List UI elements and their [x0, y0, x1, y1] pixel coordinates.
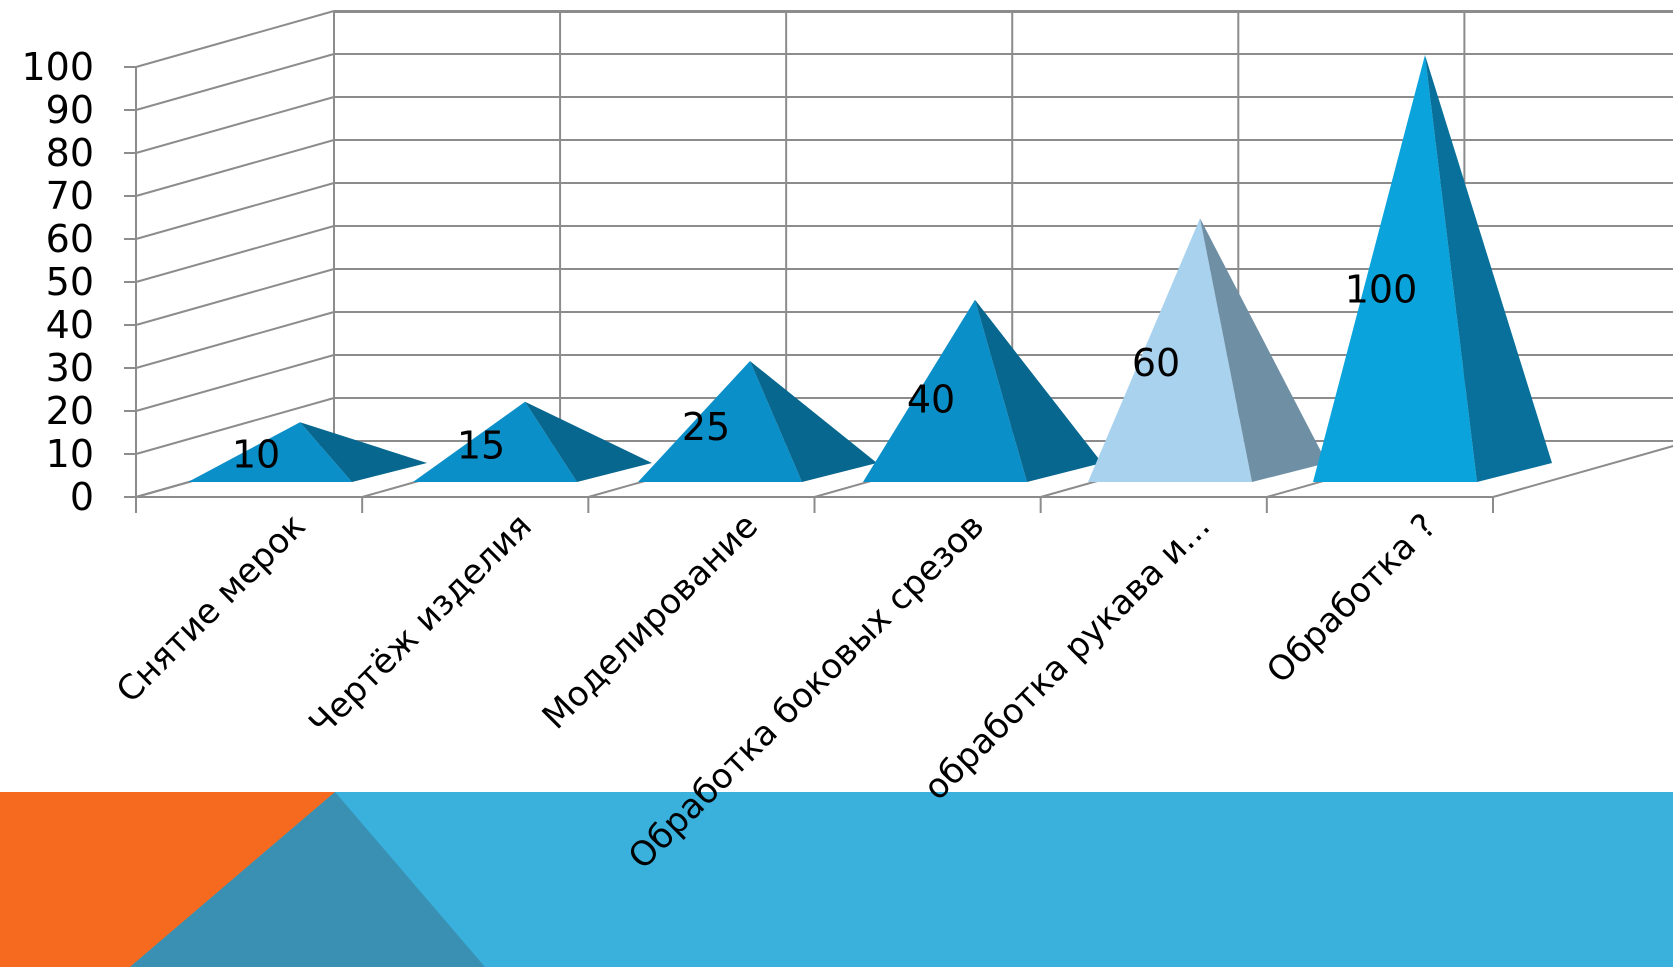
pyramid-side-face [300, 422, 427, 482]
x-tick-label: Чертёж изделия [302, 506, 540, 744]
y-tick-label: 10 [46, 432, 94, 476]
pyramid-front-face [188, 422, 352, 482]
side-gridline [135, 225, 335, 283]
data-label: 100 [1345, 267, 1418, 311]
x-tick-label: Снятие мерок [109, 506, 314, 711]
footer-decoration [0, 792, 1673, 967]
y-tick-label: 100 [21, 45, 94, 89]
side-gridline [135, 311, 335, 369]
side-gridline [135, 96, 335, 154]
y-tick-label: 50 [46, 260, 94, 304]
pyramid-side-face [750, 361, 877, 482]
footer-orange-block [0, 792, 335, 967]
pyramid-side-face [975, 299, 1102, 482]
footer-teal-triangle [130, 792, 485, 967]
data-label: 25 [682, 405, 730, 449]
side-gridline [135, 139, 335, 197]
pyramid-front-face [413, 401, 577, 482]
pyramid-front-face [638, 361, 802, 482]
data-label: 10 [232, 433, 280, 477]
side-gridline [135, 53, 335, 111]
y-tick-label: 90 [46, 88, 94, 132]
y-tick-label: 70 [46, 174, 94, 218]
pyramid-side-face [1425, 55, 1552, 482]
pyramid-front-face [863, 299, 1027, 482]
data-label: 40 [907, 378, 955, 422]
y-tick-label: 80 [46, 131, 94, 175]
pyramid-series: 10 15 25 40 60 100 [188, 55, 1552, 482]
data-label: 15 [457, 423, 505, 467]
y-tick-label: 60 [46, 217, 94, 261]
y-tick-label: 20 [46, 389, 94, 433]
pyramid-front-face [1313, 55, 1477, 482]
side-gridline [135, 354, 335, 412]
side-gridline [135, 397, 335, 455]
side-gridline [135, 268, 335, 326]
y-tick-label: 0 [70, 475, 94, 519]
pyramid-front-face [1088, 218, 1252, 482]
y-tick-label: 40 [46, 303, 94, 347]
floor-diagonal [1492, 445, 1673, 498]
data-label: 60 [1132, 341, 1180, 385]
x-tick-label: Обработка ? [1259, 506, 1444, 691]
side-gridline [135, 182, 335, 240]
pyramid-side-face [1200, 218, 1327, 482]
y-tick-label: 30 [46, 346, 94, 390]
pyramid-side-face [525, 401, 652, 482]
x-tick-label: Моделирование [535, 506, 766, 737]
side-gridline [135, 10, 335, 68]
